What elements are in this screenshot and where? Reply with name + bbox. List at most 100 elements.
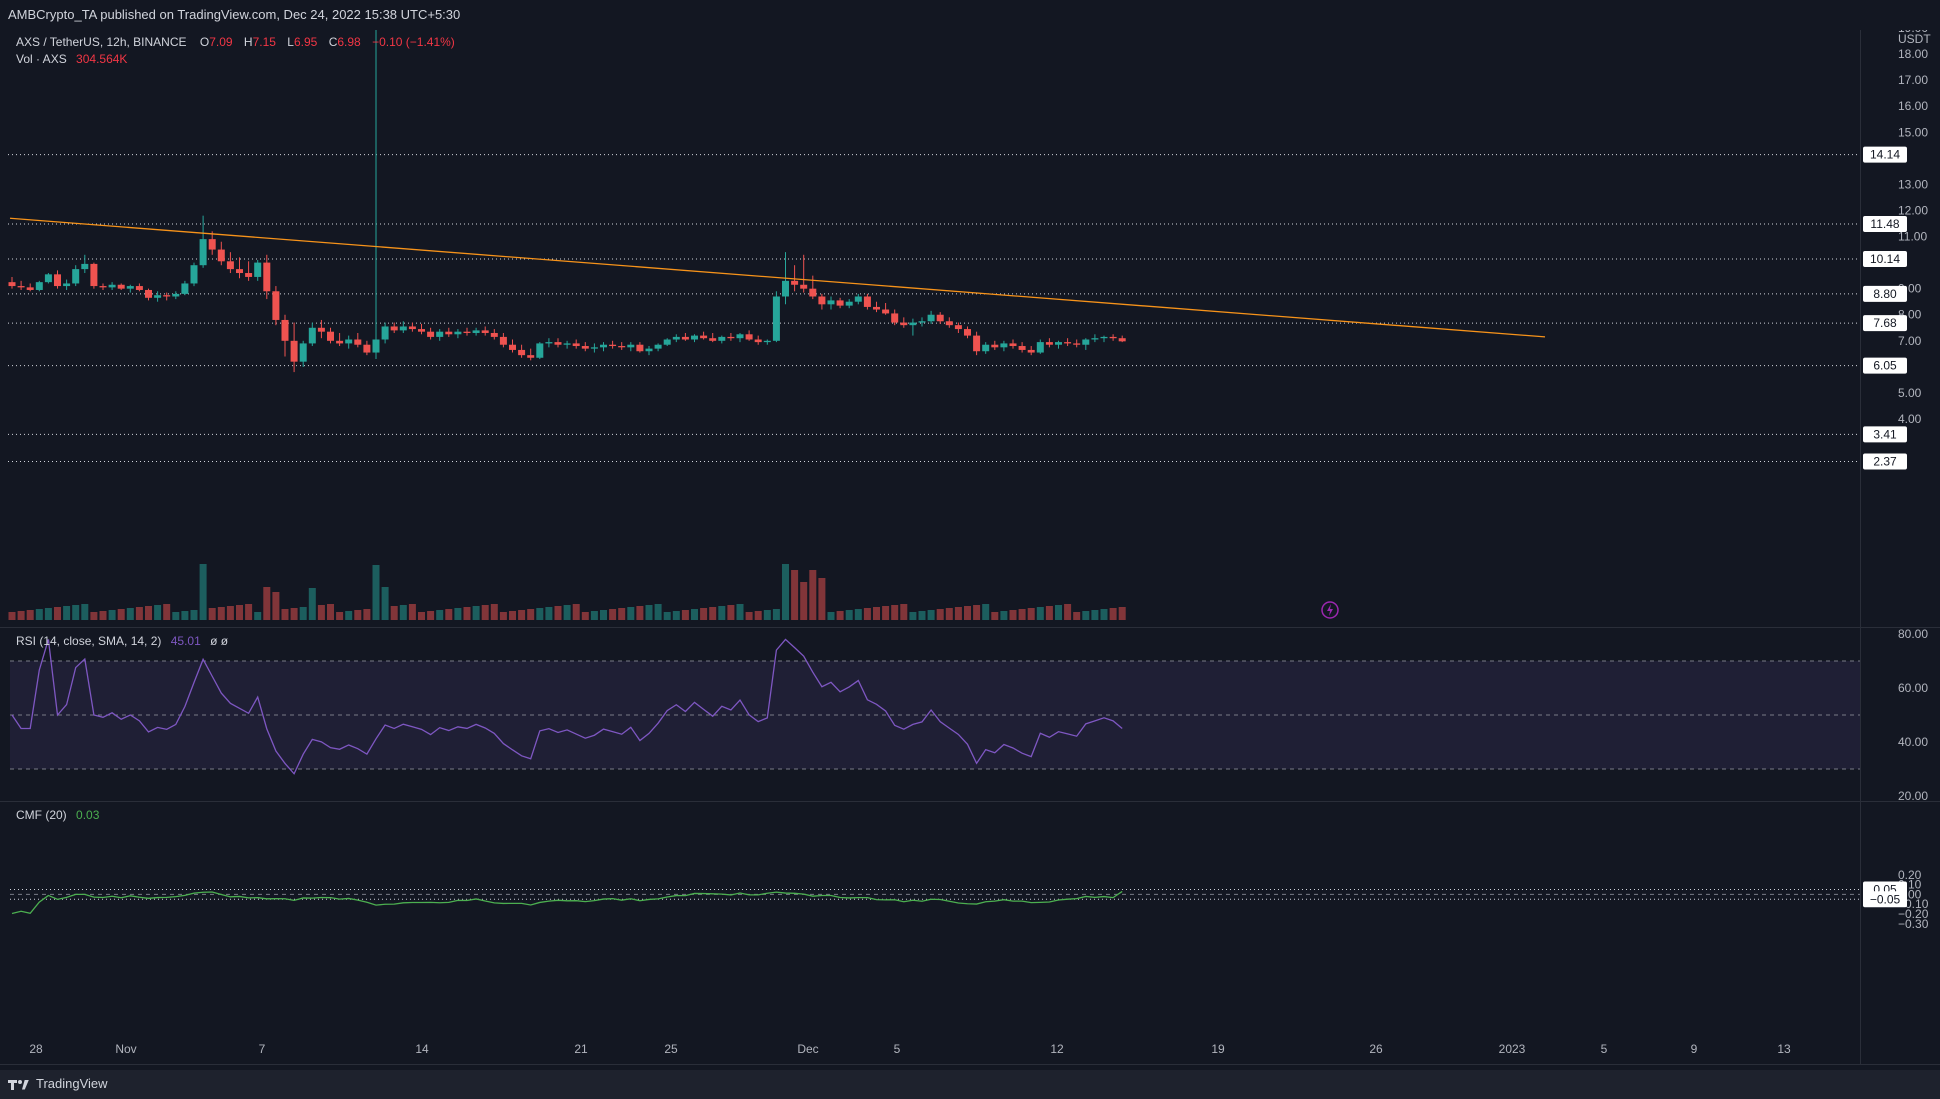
price-tick-label: 18.00 bbox=[1898, 47, 1928, 61]
candle-body bbox=[763, 340, 771, 343]
candle-body bbox=[54, 274, 61, 287]
volume-bar bbox=[408, 604, 416, 620]
candle-body bbox=[1009, 343, 1017, 347]
volume-legend[interactable]: Vol · AXS 304.564K bbox=[16, 52, 127, 66]
volume-bar bbox=[1100, 609, 1108, 620]
candle-body bbox=[436, 331, 444, 337]
x-tick-label: Dec bbox=[797, 1042, 818, 1056]
candle-body bbox=[982, 344, 990, 352]
x-tick-label: 26 bbox=[1369, 1042, 1383, 1056]
candle-body bbox=[754, 339, 762, 343]
level-label: 3.41 bbox=[1873, 427, 1897, 441]
candle-body bbox=[563, 343, 571, 345]
level-badge bbox=[1863, 357, 1907, 374]
volume-bar bbox=[381, 587, 389, 620]
volume-bar bbox=[800, 582, 808, 620]
candle-body bbox=[863, 296, 871, 307]
candle-body bbox=[681, 336, 689, 340]
volume-bar bbox=[63, 606, 71, 620]
volume-bar bbox=[354, 610, 362, 620]
volume-bar bbox=[499, 612, 507, 620]
price-axis-currency: USDT bbox=[1898, 32, 1931, 46]
cmf-tick-label: 0.20 bbox=[1898, 868, 1922, 882]
volume-bar bbox=[663, 612, 671, 620]
candle-body bbox=[17, 286, 25, 288]
price-change: −0.10 (−1.41%) bbox=[372, 35, 455, 49]
price-tick-label: 11.00 bbox=[1898, 230, 1927, 244]
rsi-tick-label: 80.00 bbox=[1898, 627, 1928, 641]
price-tick-label: 4.00 bbox=[1898, 412, 1922, 426]
volume-bar bbox=[190, 610, 198, 620]
volume-bar bbox=[1027, 608, 1035, 620]
volume-bar bbox=[363, 609, 371, 620]
volume-bar bbox=[99, 611, 107, 620]
volume-bar bbox=[445, 609, 453, 620]
rsi-tick-label: 20.00 bbox=[1898, 789, 1928, 803]
candle-body bbox=[745, 334, 753, 340]
cmf-legend[interactable]: CMF (20) 0.03 bbox=[16, 808, 99, 822]
ohlc-high: 7.15 bbox=[252, 35, 276, 49]
candle-body bbox=[836, 300, 844, 306]
volume-bar bbox=[954, 607, 962, 620]
volume-bar bbox=[390, 606, 398, 620]
volume-bar bbox=[909, 612, 917, 620]
volume-bar bbox=[81, 604, 89, 620]
candle-body bbox=[299, 343, 307, 362]
candle-body bbox=[135, 286, 143, 290]
volume-bar bbox=[1036, 607, 1044, 620]
candle-body bbox=[782, 280, 789, 297]
cmf-label[interactable]: CMF (20) bbox=[16, 808, 67, 822]
tradingview-brand[interactable]: TradingView bbox=[8, 1076, 108, 1091]
volume-bar bbox=[1055, 605, 1062, 620]
volume-bar bbox=[782, 564, 789, 620]
candle-body bbox=[845, 301, 853, 306]
volume-bar bbox=[745, 612, 753, 620]
candle-body bbox=[472, 330, 480, 333]
candle-body bbox=[245, 273, 253, 277]
volume-bar bbox=[163, 604, 171, 620]
rsi-legend[interactable]: RSI (14, close, SMA, 14, 2) 45.01 ø ø bbox=[16, 634, 228, 648]
tradingview-logo-icon bbox=[8, 1077, 30, 1091]
symbol-legend[interactable]: AXS / TetherUS, 12h, BINANCE O7.09 H7.15… bbox=[16, 35, 455, 49]
candle-body bbox=[499, 336, 507, 345]
rsi-line bbox=[11, 638, 1123, 775]
volume-bar bbox=[991, 612, 999, 620]
candle-body bbox=[72, 269, 80, 284]
brand-name: TradingView bbox=[36, 1076, 108, 1091]
rsi-value: 45.01 bbox=[170, 634, 201, 648]
symbol-name[interactable]: AXS / TetherUS, 12h, BINANCE bbox=[16, 35, 187, 49]
candle-body bbox=[572, 343, 580, 347]
candle-body bbox=[700, 335, 708, 339]
candle-body bbox=[554, 342, 562, 345]
volume-bar bbox=[172, 612, 180, 620]
candle-body bbox=[236, 269, 243, 274]
candle-body bbox=[718, 336, 726, 341]
level-label: 11.48 bbox=[1870, 217, 1899, 231]
cmf-pane: 0.200.100.00−0.10−0.20−0.300.05−0.05 bbox=[10, 868, 1929, 931]
ohlc-close-key: C bbox=[328, 35, 338, 49]
volume-bar bbox=[1073, 612, 1081, 620]
candle-body bbox=[600, 344, 607, 348]
volume-bar bbox=[26, 610, 34, 620]
event-bolt bbox=[1327, 604, 1333, 616]
volume-bar bbox=[199, 564, 207, 620]
volume-label[interactable]: Vol · AXS bbox=[16, 52, 67, 66]
trendline bbox=[9, 217, 1546, 338]
volume-bar bbox=[818, 578, 826, 620]
candle-body bbox=[800, 284, 808, 289]
x-tick-label: 25 bbox=[664, 1042, 678, 1056]
level-badge bbox=[1863, 453, 1907, 470]
candle-body bbox=[81, 263, 89, 270]
volume-bar bbox=[345, 611, 353, 620]
rsi-label[interactable]: RSI (14, close, SMA, 14, 2) bbox=[16, 634, 162, 648]
x-tick-label: 9 bbox=[1691, 1042, 1698, 1056]
candle-body bbox=[463, 331, 471, 333]
candle-body bbox=[381, 326, 389, 340]
candle-body bbox=[609, 344, 617, 347]
x-tick-label: 28 bbox=[29, 1042, 43, 1056]
volume-bar bbox=[263, 587, 271, 620]
volume-bar bbox=[918, 611, 926, 620]
candle-body bbox=[1064, 342, 1072, 344]
volume-bar bbox=[8, 612, 16, 620]
